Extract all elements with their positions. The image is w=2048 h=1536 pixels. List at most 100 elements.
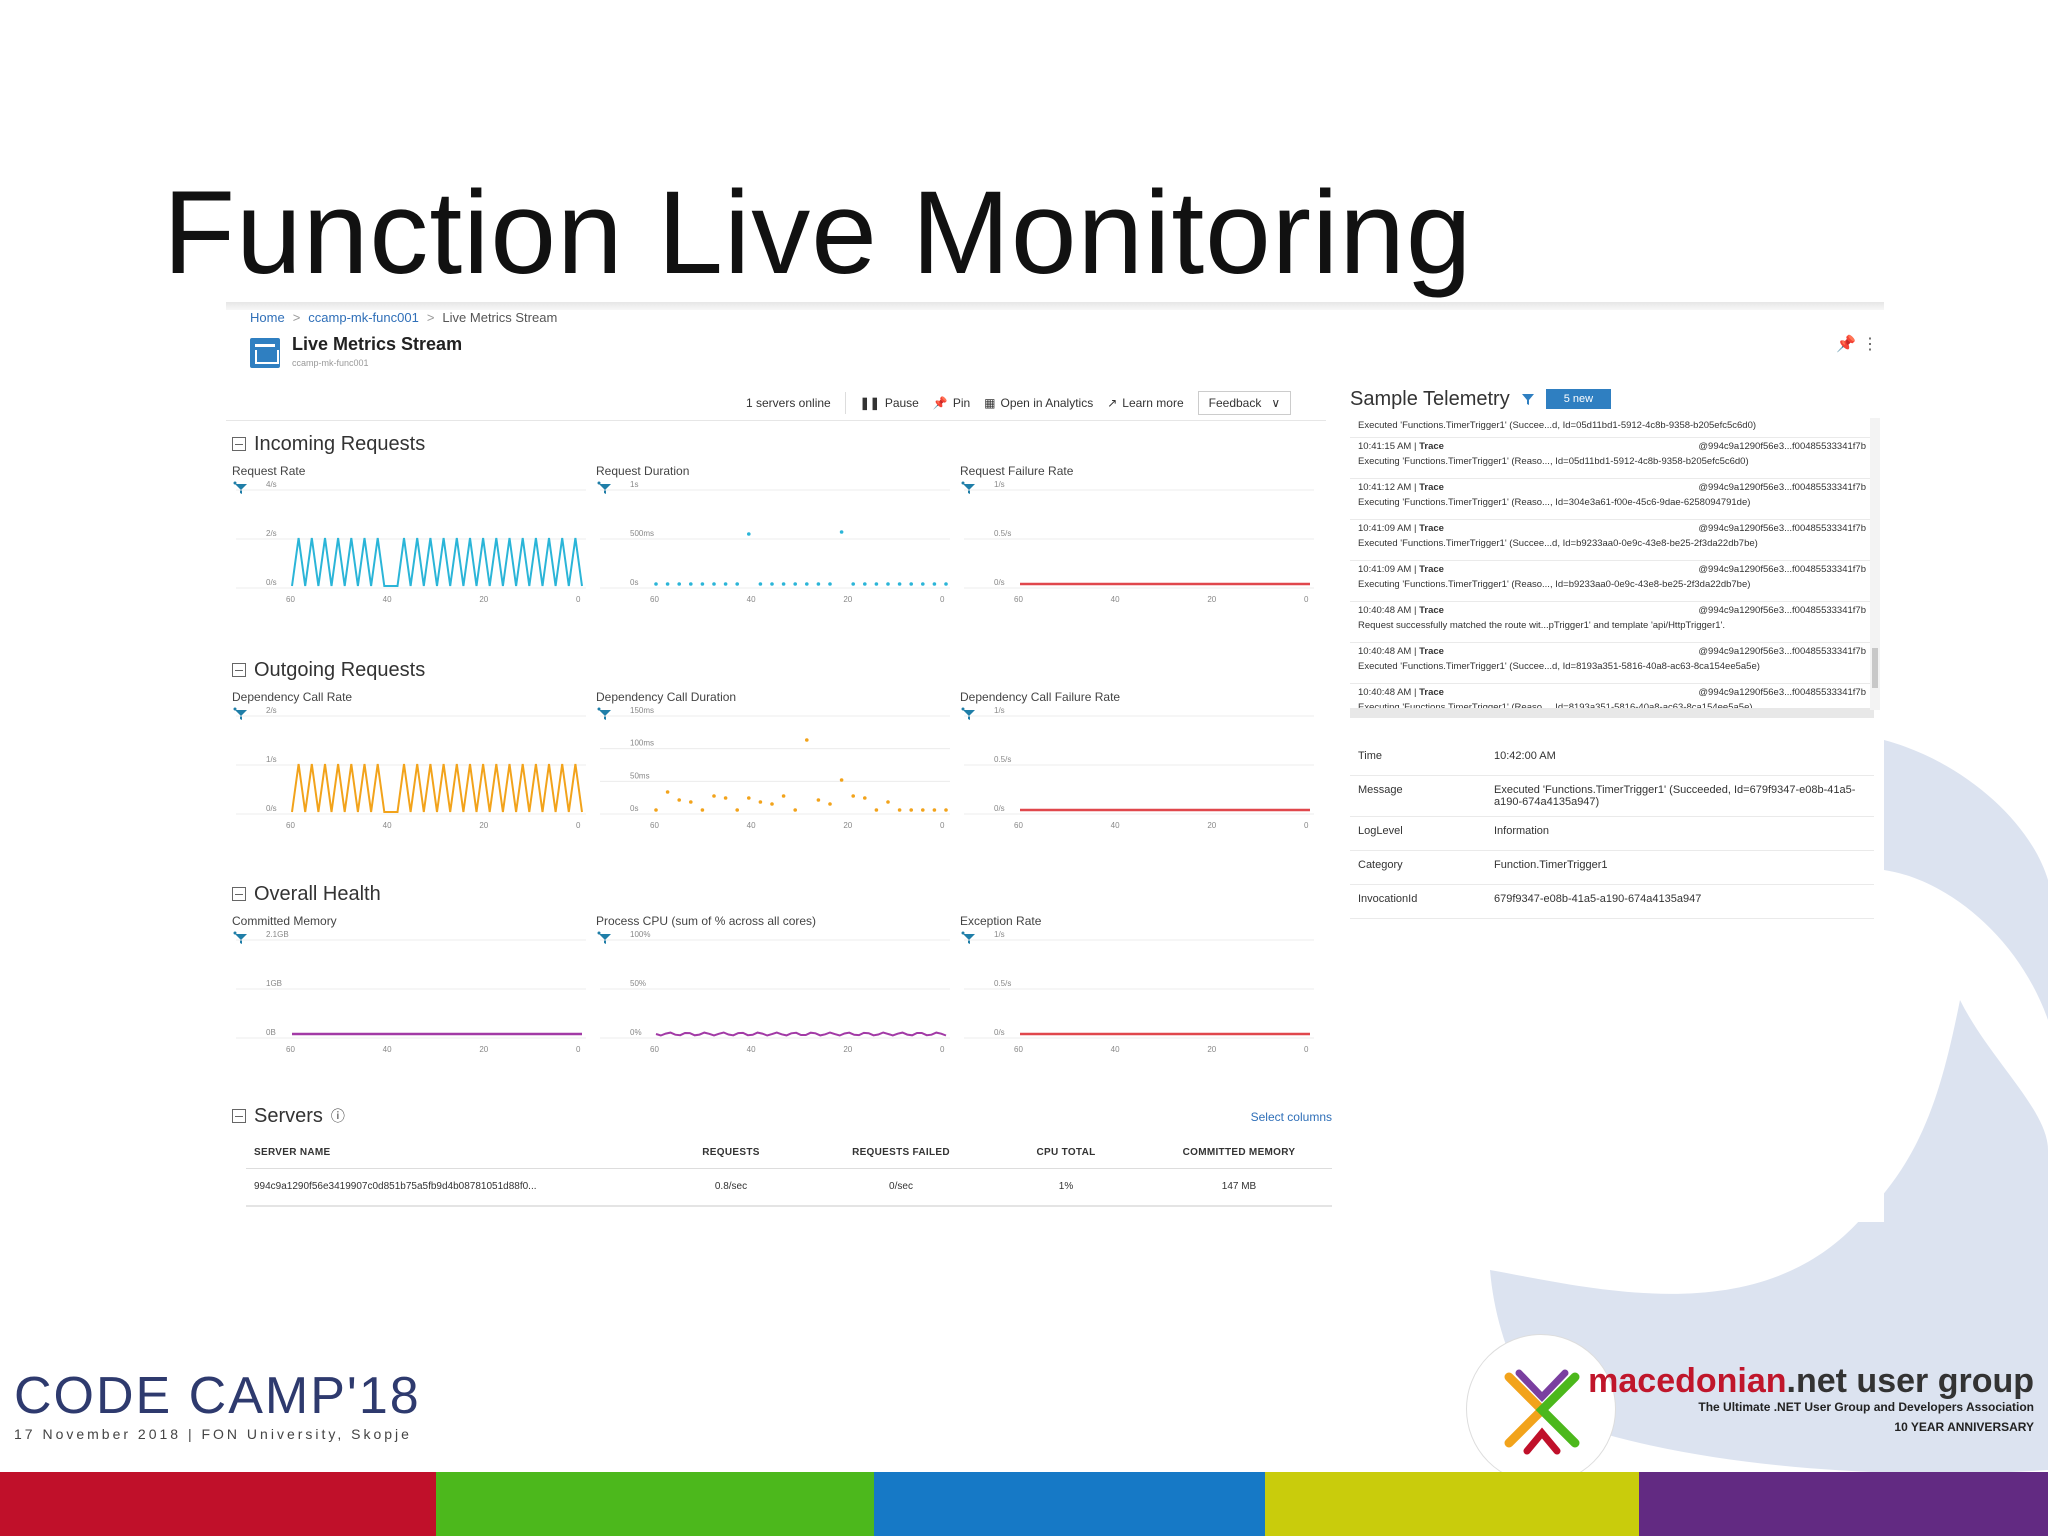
- dependency-call-failure-rate-chart: Dependency Call Failure Rate 1/s 0.5/s 0/s 6…: [960, 690, 1320, 840]
- collapse-icon[interactable]: [232, 663, 246, 677]
- incoming-requests-section: Incoming Requests Request Rate 4/s 2/s 0/s 6…: [232, 430, 1332, 604]
- servers-header[interactable]: Servers ⓘ: [232, 1102, 1332, 1130]
- overall-health-header[interactable]: Overall Health: [232, 880, 1332, 908]
- mug-title-red: macedonian: [1588, 1362, 1787, 1400]
- open-analytics-button[interactable]: ▦ Open in Analytics: [984, 396, 1093, 410]
- pin-icon: 📌: [932, 396, 948, 410]
- filter-icon[interactable]: [232, 480, 250, 496]
- x-tick-label: 40: [383, 595, 392, 604]
- filter-icon[interactable]: [960, 480, 978, 496]
- detail-key: LogLevel: [1358, 825, 1403, 837]
- color-bar-segment: [0, 1472, 436, 1536]
- filter-icon[interactable]: [960, 706, 978, 722]
- request-duration-chart: Request Duration 1s 500ms 0s 60 40 20 0: [596, 464, 956, 614]
- list-item[interactable]: 10:41:09 AM | Trace @994c9a1290f56e3...f0…: [1350, 561, 1874, 602]
- select-columns-link[interactable]: Select columns: [1250, 1110, 1332, 1124]
- committed-memory-chart: Committed Memory 2.1GB 1GB 0B 60 40 20 0: [232, 914, 592, 1064]
- servers-table: SERVER NAME REQUESTS REQUESTS FAILED CPU…: [246, 1138, 1332, 1207]
- x-tick-label: 20: [843, 1045, 852, 1054]
- filter-icon[interactable]: [596, 480, 614, 496]
- list-item[interactable]: Executed 'Functions.TimerTrigger1' (Succ…: [1350, 418, 1874, 438]
- data-point: [909, 582, 913, 586]
- x-tick-label: 20: [1207, 595, 1216, 604]
- telemetry-message: Executing 'Functions.TimerTrigger1' (Rea…: [1358, 579, 1751, 590]
- pin-button[interactable]: 📌 Pin: [933, 396, 970, 410]
- y-tick-label: 0.5/s: [994, 755, 1011, 764]
- x-tick-label: 20: [843, 595, 852, 604]
- x-tick-label: 60: [650, 821, 659, 830]
- y-tick-label: 0/s: [266, 578, 277, 587]
- more-options-icon[interactable]: ⋮: [1862, 336, 1878, 353]
- pin-blade-icon[interactable]: 📌: [1836, 336, 1856, 353]
- detail-key: Message: [1358, 784, 1403, 796]
- x-tick-label: 20: [843, 821, 852, 830]
- filter-icon[interactable]: [596, 930, 614, 946]
- pause-button[interactable]: ❚❚ Pause: [860, 396, 919, 410]
- collapse-icon[interactable]: [232, 437, 246, 451]
- codecamp-title: CODE CAMP: [14, 1367, 347, 1425]
- sample-telemetry-title: Sample Telemetry: [1350, 387, 1510, 410]
- y-tick-label: 0/s: [994, 804, 1005, 813]
- feedback-dropdown[interactable]: Feedback ∨: [1197, 391, 1292, 415]
- list-item[interactable]: 10:41:15 AM | Trace @994c9a1290f56e3...f0…: [1350, 438, 1874, 479]
- list-item[interactable]: 10:41:12 AM | Trace @994c9a1290f56e3...f0…: [1350, 479, 1874, 520]
- info-icon[interactable]: ⓘ: [330, 1108, 345, 1124]
- data-point: [944, 582, 948, 586]
- data-point: [700, 808, 705, 812]
- y-tick-label: 2/s: [266, 706, 277, 715]
- telemetry-message: Executed 'Functions.TimerTrigger1' (Succ…: [1358, 538, 1758, 549]
- slide-title: Function Live Monitoring: [163, 167, 1473, 299]
- footer-color-bar: [0, 1472, 2048, 1536]
- table-row[interactable]: 994c9a1290f56e3419907c0d851b75a5fb9d4b08…: [246, 1168, 1332, 1207]
- breadcrumb-home[interactable]: Home: [250, 310, 285, 325]
- list-item[interactable]: 10:40:48 AM | Trace @994c9a1290f56e3...f0…: [1350, 684, 1874, 708]
- data-point: [816, 798, 821, 802]
- telemetry-time: 10:41:09 AM | Trace: [1358, 564, 1444, 575]
- servers-section: Servers ⓘ Select columns SERVER NAME REQ…: [232, 1102, 1332, 1207]
- column-header[interactable]: REQUESTS: [646, 1138, 816, 1169]
- telemetry-source-id: @994c9a1290f56e3...f00485533341f7b: [1698, 564, 1866, 575]
- y-tick-label: 50%: [630, 979, 646, 988]
- list-item[interactable]: 10:41:09 AM | Trace @994c9a1290f56e3...f0…: [1350, 520, 1874, 561]
- live-metrics-icon: [250, 338, 280, 368]
- new-items-badge[interactable]: 5 new: [1545, 389, 1612, 409]
- column-header[interactable]: CPU TOTAL: [986, 1138, 1146, 1169]
- data-point: [863, 796, 867, 800]
- column-header[interactable]: REQUESTS FAILED: [816, 1138, 986, 1169]
- telemetry-source-id: @994c9a1290f56e3...f00485533341f7b: [1698, 646, 1866, 657]
- filter-icon[interactable]: [960, 930, 978, 946]
- collapse-icon[interactable]: [232, 887, 246, 901]
- y-tick-label: 100%: [630, 930, 650, 939]
- breadcrumb-resource[interactable]: ccamp-mk-func001: [308, 310, 419, 325]
- filter-icon[interactable]: [232, 930, 250, 946]
- data-point: [723, 796, 728, 800]
- outgoing-requests-header[interactable]: Outgoing Requests: [232, 656, 1332, 684]
- outgoing-requests-section: Outgoing Requests Dependency Call Rate 2/…: [232, 656, 1332, 830]
- telemetry-scrollbar[interactable]: [1870, 418, 1880, 710]
- filter-icon[interactable]: [596, 706, 614, 722]
- x-tick-label: 60: [286, 821, 295, 830]
- detail-key: Time: [1358, 750, 1383, 762]
- telemetry-message: Executed 'Functions.TimerTrigger1' (Succ…: [1358, 661, 1760, 672]
- x-tick-label: 60: [1014, 595, 1023, 604]
- data-point: [921, 808, 925, 812]
- learn-more-link[interactable]: ↗ Learn more: [1107, 396, 1183, 410]
- incoming-requests-header[interactable]: Incoming Requests: [232, 430, 1332, 458]
- y-tick-label: 1/s: [994, 706, 1005, 715]
- detail-row: Time 10:42:00 AM: [1350, 742, 1874, 776]
- x-tick-label: 60: [1014, 821, 1023, 830]
- x-tick-label: 60: [1014, 1045, 1023, 1054]
- list-item[interactable]: 10:40:48 AM | Trace @994c9a1290f56e3...f0…: [1350, 643, 1874, 684]
- filter-icon[interactable]: [232, 706, 250, 722]
- detail-value: Executed 'Functions.TimerTrigger1' (Succ…: [1494, 784, 1856, 808]
- filter-icon[interactable]: [1520, 391, 1536, 407]
- column-header[interactable]: SERVER NAME: [246, 1138, 646, 1169]
- column-header[interactable]: COMMITTED MEMORY: [1146, 1138, 1332, 1169]
- list-item[interactable]: 10:40:48 AM | Trace @994c9a1290f56e3...f0…: [1350, 602, 1874, 643]
- toolbar-divider: [844, 392, 846, 414]
- breadcrumb-separator: >: [292, 310, 301, 325]
- x-tick-label: 0: [940, 595, 945, 604]
- cpu-total-cell: 1%: [986, 1168, 1146, 1207]
- collapse-icon[interactable]: [232, 1109, 246, 1123]
- breadcrumb: Home > ccamp-mk-func001 > Live Metrics S…: [250, 310, 557, 325]
